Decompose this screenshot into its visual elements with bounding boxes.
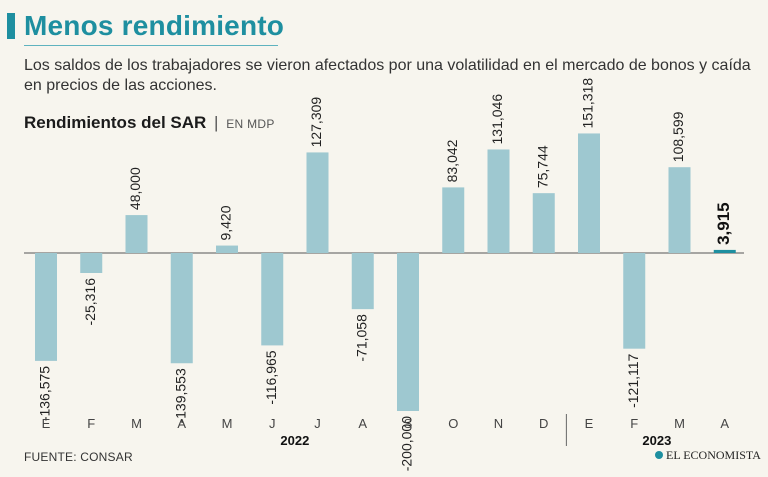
data-label: 48,000 — [127, 167, 143, 210]
source-note: FUENTE: CONSAR — [24, 450, 133, 464]
bar — [713, 249, 736, 253]
data-label: 9,420 — [218, 205, 234, 240]
data-label: -121,117 — [625, 353, 641, 407]
x-tick-label: A — [358, 416, 367, 431]
title-accent-bar — [7, 13, 15, 39]
x-tick-label: S — [404, 416, 413, 431]
data-label: -136,575 — [37, 366, 53, 421]
bar — [170, 253, 193, 364]
x-tick-label: M — [131, 416, 142, 431]
page-subtitle: Los saldos de los trabajadores se vieron… — [24, 57, 751, 94]
x-tick-label: E — [42, 416, 51, 431]
x-tick-label: M — [222, 416, 233, 431]
year-group-label: 2022 — [280, 433, 309, 448]
data-label: -200,000 — [399, 416, 415, 471]
x-tick-label: N — [494, 416, 503, 431]
bar — [623, 253, 646, 349]
data-label: -25,316 — [82, 278, 98, 326]
x-tick-label: J — [269, 416, 276, 431]
bar — [578, 133, 600, 253]
x-tick-label: F — [87, 416, 95, 431]
data-label: 151,318 — [580, 78, 596, 129]
x-tick-label: A — [720, 416, 729, 431]
bar — [261, 253, 284, 346]
logo-mark-icon — [655, 451, 663, 459]
bar — [216, 245, 238, 253]
data-label: -71,058 — [353, 314, 369, 362]
bar — [487, 149, 510, 253]
bar — [351, 253, 374, 310]
page-title: Menos rendimiento — [24, 10, 285, 41]
data-label: -116,965 — [263, 350, 279, 404]
data-label: 3,915 — [714, 202, 733, 245]
data-label: -139,553 — [172, 368, 188, 423]
data-label: 127,309 — [308, 97, 324, 148]
bar — [397, 253, 419, 411]
x-tick-label: J — [314, 416, 321, 431]
year-group-label: 2023 — [642, 433, 671, 448]
title-underline — [24, 45, 278, 46]
bar — [125, 215, 148, 253]
bar — [306, 152, 329, 253]
chart-unit: EN MDP — [226, 117, 275, 131]
x-tick-label: F — [630, 416, 638, 431]
bar — [532, 193, 555, 253]
chart-heading: Rendimientos del SAR | EN MDP — [24, 113, 275, 133]
data-label: 83,042 — [444, 139, 460, 182]
bar — [668, 167, 691, 253]
data-label: 131,046 — [489, 94, 505, 145]
x-tick-label: O — [448, 416, 458, 431]
x-tick-label: E — [585, 416, 594, 431]
data-label: 108,599 — [670, 111, 686, 162]
data-label: 75,744 — [534, 145, 550, 188]
x-tick-label: D — [539, 416, 548, 431]
logo-text: EL ECONOMISTA — [666, 448, 761, 462]
publisher-logo: EL ECONOMISTA — [655, 448, 761, 463]
bar — [80, 253, 103, 273]
bar — [442, 187, 465, 253]
x-tick-label: A — [177, 416, 186, 431]
x-tick-label: M — [674, 416, 685, 431]
chart-title: Rendimientos del SAR — [24, 113, 207, 132]
chart-heading-separator: | — [214, 113, 219, 132]
bar — [35, 253, 57, 361]
